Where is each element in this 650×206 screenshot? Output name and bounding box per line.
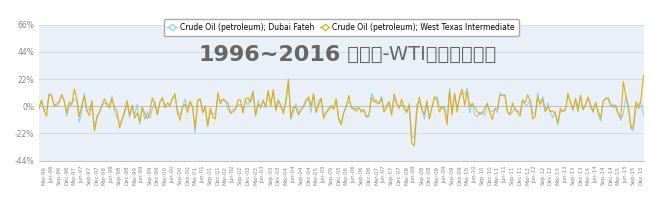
Legend: Crude Oil (petroleum); Dubai Fateh, Crude Oil (petroleum); West Texas Intermedia: Crude Oil (petroleum); Dubai Fateh, Crud…	[164, 19, 519, 36]
Text: ドバイ-WTI原油価格比較: ドバイ-WTI原油価格比較	[341, 45, 497, 64]
Text: 1996~2016: 1996~2016	[199, 45, 341, 65]
